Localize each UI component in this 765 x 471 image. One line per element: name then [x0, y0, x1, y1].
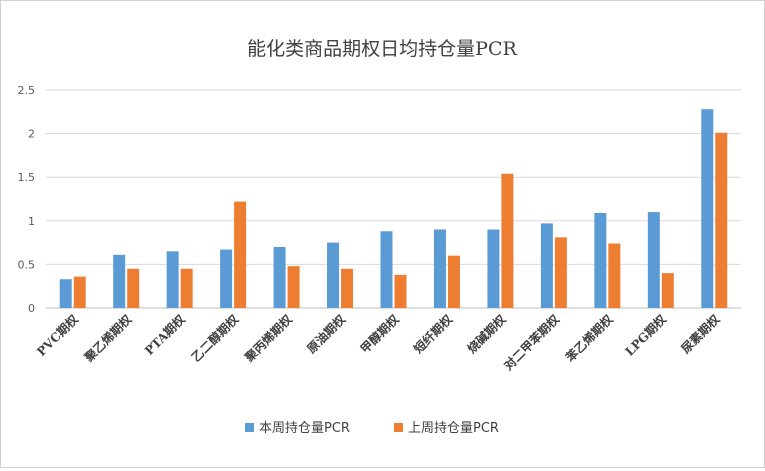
- bars: [59, 109, 728, 309]
- bar-last-week: [608, 243, 621, 308]
- legend: 本周持仓量PCR 上周持仓量PCR: [245, 421, 499, 436]
- x-tick-label: 烧碱期权: [464, 311, 509, 356]
- legend-swatch: [245, 423, 254, 432]
- bar-this-week: [220, 249, 233, 308]
- gridlines: [46, 89, 741, 309]
- bar-this-week: [433, 229, 446, 308]
- y-tick-label: 1: [28, 215, 35, 228]
- bar-this-week: [59, 279, 72, 308]
- x-tick-label: 短纤期权: [411, 311, 456, 356]
- x-tick-label: 对二甲苯期权: [500, 311, 562, 373]
- x-axis-ticks: PVC期权 聚乙烯期权 PTA期权 乙二醇期权 聚丙烯期权 原油期权 甲醇期权 短纤期权 烧碱期…: [34, 311, 724, 373]
- y-tick-label: 2.5: [18, 84, 36, 97]
- bar-this-week: [594, 212, 607, 308]
- x-tick-label: PTA期权: [141, 311, 188, 358]
- bar-last-week: [554, 237, 567, 308]
- x-tick-label: 原油期权: [304, 311, 349, 356]
- legend-label: 本周持仓量PCR: [259, 421, 350, 436]
- y-axis-ticks: 0 0.5 1 1.5 2 2.5: [18, 84, 36, 315]
- bar-this-week: [540, 223, 553, 308]
- bar-this-week: [487, 229, 500, 308]
- bar-last-week: [287, 266, 300, 308]
- legend-label: 上周持仓量PCR: [408, 421, 499, 436]
- bar-last-week: [501, 173, 514, 308]
- bar-this-week: [647, 212, 660, 308]
- bar-this-week: [113, 254, 126, 308]
- bar-last-week: [447, 255, 460, 308]
- y-tick-label: 2: [28, 128, 35, 141]
- x-tick-label: PVC期权: [34, 311, 82, 359]
- bar-this-week: [273, 246, 286, 308]
- bar-last-week: [73, 276, 86, 308]
- y-tick-label: 0: [28, 302, 35, 315]
- x-tick-label: 甲醇期权: [357, 311, 402, 356]
- chart-title: 能化类商品期权日均持仓量PCR: [247, 38, 517, 60]
- bar-last-week: [715, 132, 728, 308]
- bar-this-week: [327, 242, 340, 308]
- x-tick-label: 聚乙烯期权: [81, 311, 135, 365]
- bar-last-week: [127, 268, 140, 308]
- y-tick-label: 0.5: [18, 258, 36, 271]
- x-tick-label: 苯乙烯期权: [562, 311, 616, 365]
- legend-swatch: [394, 423, 403, 432]
- bar-last-week: [394, 274, 407, 308]
- bar-this-week: [701, 109, 714, 309]
- bar-this-week: [166, 251, 179, 308]
- x-tick-label: 乙二醇期权: [188, 311, 242, 365]
- y-tick-label: 1.5: [18, 171, 36, 184]
- bar-this-week: [380, 231, 393, 308]
- bar-last-week: [661, 273, 674, 308]
- bar-last-week: [341, 268, 354, 308]
- bar-last-week: [180, 268, 193, 308]
- x-tick-label: LPG期权: [622, 311, 670, 359]
- bar-last-week: [234, 201, 247, 308]
- x-tick-label: 聚丙烯期权: [241, 311, 295, 365]
- x-tick-label: 尿素期权: [678, 311, 723, 356]
